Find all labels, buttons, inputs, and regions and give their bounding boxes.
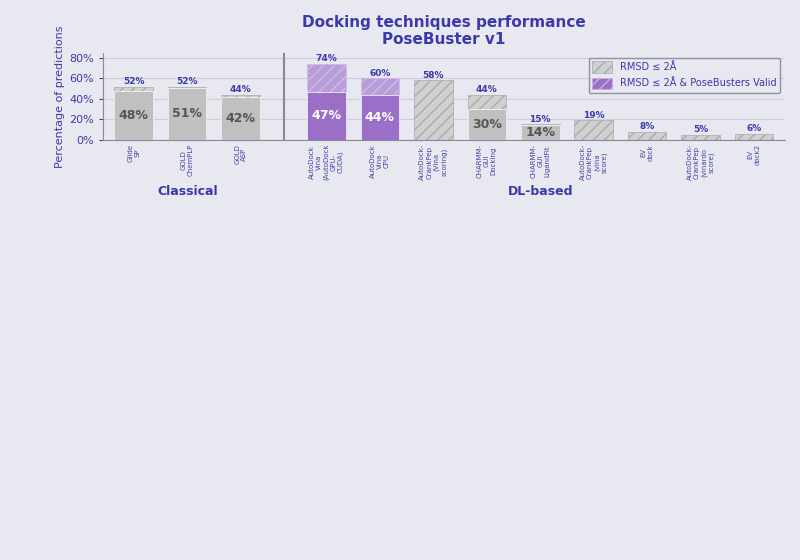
Y-axis label: Percentage of predictions: Percentage of predictions (55, 25, 65, 167)
Bar (628, 132, 666, 140)
Bar (735, 134, 774, 140)
Text: 15%: 15% (530, 115, 551, 124)
Bar (521, 125, 559, 140)
Bar (361, 95, 399, 140)
Bar (114, 91, 153, 140)
Text: 14%: 14% (526, 126, 555, 139)
Bar (414, 81, 453, 140)
Text: 19%: 19% (583, 110, 605, 119)
Text: 52%: 52% (123, 77, 145, 86)
Text: 74%: 74% (315, 54, 337, 63)
Text: 44%: 44% (476, 85, 498, 94)
Bar (307, 92, 346, 140)
Text: 60%: 60% (369, 68, 390, 77)
Text: 5%: 5% (693, 125, 708, 134)
Text: 8%: 8% (639, 122, 655, 131)
Text: 44%: 44% (365, 111, 394, 124)
Text: 44%: 44% (230, 85, 251, 94)
Bar (168, 87, 206, 140)
Bar (222, 95, 260, 140)
Bar (307, 64, 346, 140)
Text: 48%: 48% (119, 109, 149, 122)
Title: Docking techniques performance
PoseBuster v1: Docking techniques performance PoseBuste… (302, 15, 586, 48)
Bar (467, 95, 506, 140)
Bar (574, 120, 613, 140)
Bar (521, 124, 559, 140)
Bar (467, 109, 506, 140)
Bar (361, 78, 399, 140)
Text: 47%: 47% (311, 109, 342, 122)
Text: Classical: Classical (157, 185, 218, 198)
Bar (114, 87, 153, 140)
Text: 42%: 42% (226, 112, 256, 125)
Text: 51%: 51% (172, 107, 202, 120)
Bar (168, 87, 206, 140)
Bar (222, 97, 260, 140)
Text: DL-based: DL-based (507, 185, 573, 198)
Text: 52%: 52% (177, 77, 198, 86)
Text: 6%: 6% (746, 124, 762, 133)
Text: 58%: 58% (422, 71, 444, 80)
Bar (682, 134, 720, 140)
Legend: RMSD ≤ 2Å, RMSD ≤ 2Å & PoseBusters Valid: RMSD ≤ 2Å, RMSD ≤ 2Å & PoseBusters Valid (589, 58, 780, 93)
Text: 30%: 30% (472, 118, 502, 131)
